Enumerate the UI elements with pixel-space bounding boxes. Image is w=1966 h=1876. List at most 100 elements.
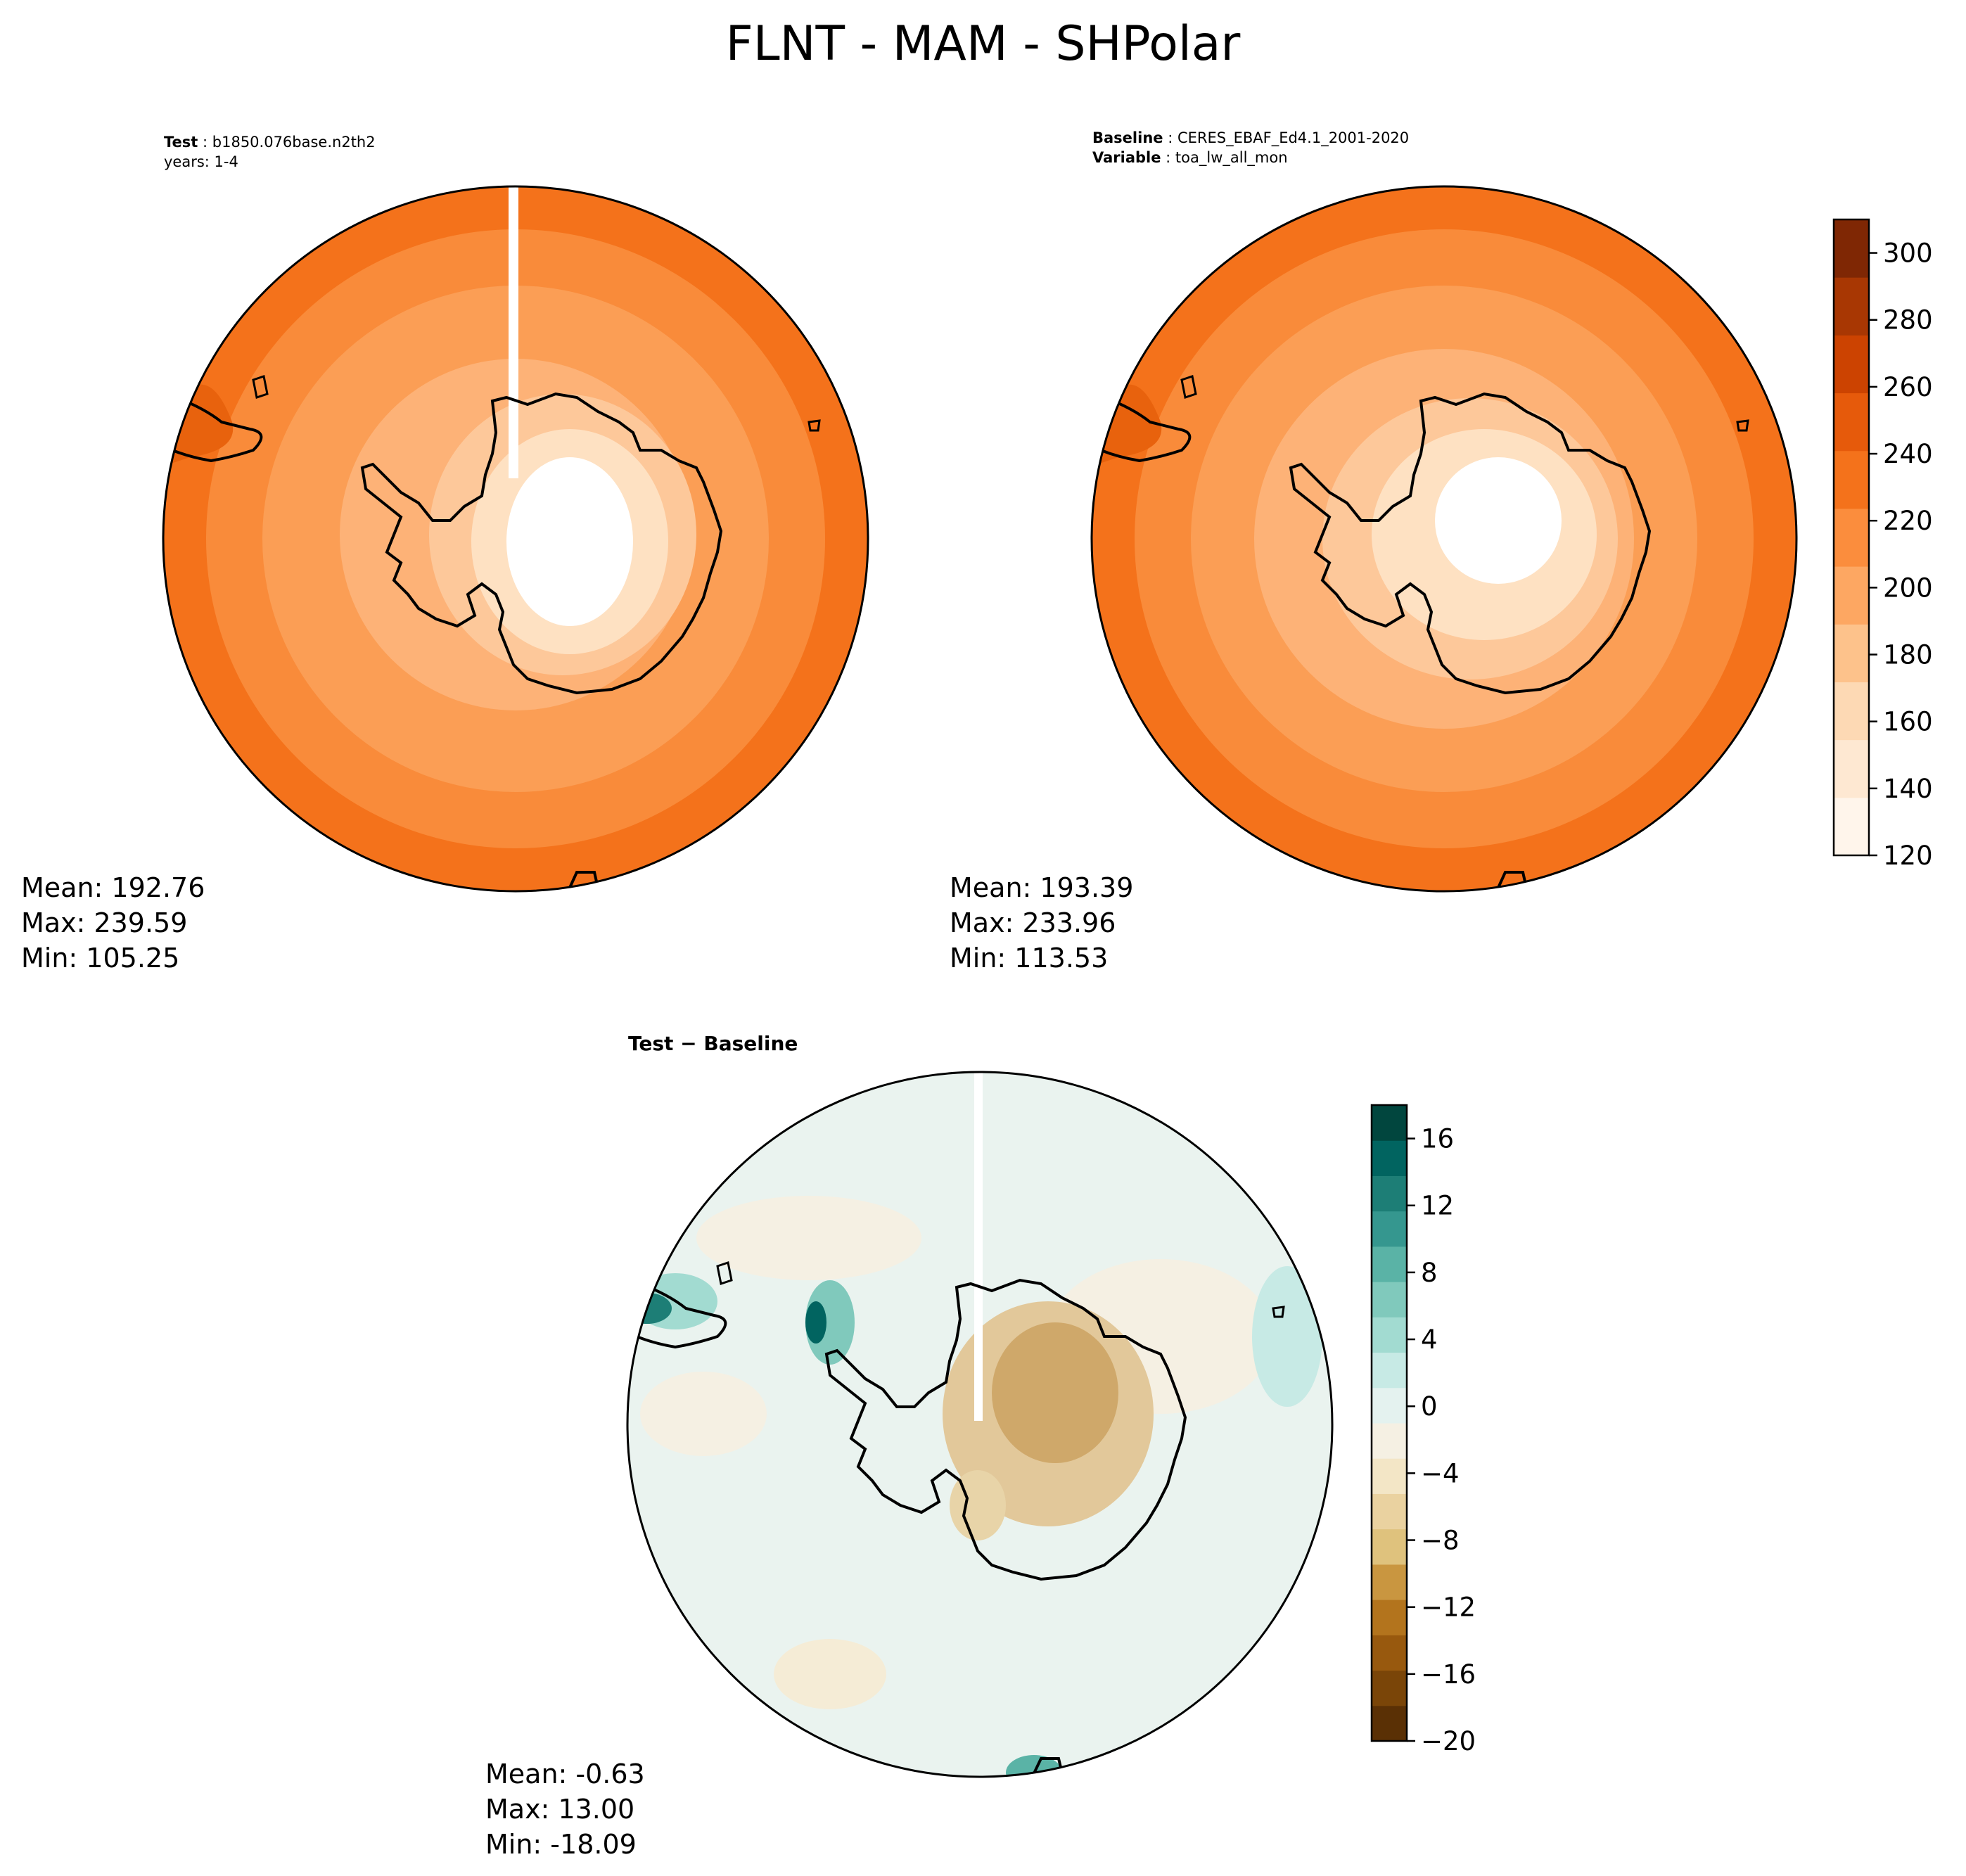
- diff-colorbar-tick-label: 8: [1421, 1258, 1438, 1288]
- diff-map: [627, 1072, 1332, 1777]
- baseline-max: Max: 233.96: [950, 907, 1116, 938]
- diff-colorbar-segment: [1372, 1635, 1407, 1671]
- test-mean: Mean: 192.76: [21, 872, 205, 903]
- diff-colorbar-segment: [1372, 1175, 1407, 1212]
- diff-colorbar-frame: [1370, 1104, 1408, 1742]
- diff-colorbar-segment: [1372, 1317, 1407, 1353]
- diff-colorbar-segment: [1372, 1564, 1407, 1600]
- main-colorbar-tick-label: 140: [1883, 774, 1933, 804]
- main-colorbar-segment: [1834, 797, 1869, 856]
- diff-colorbar-tick-label: 16: [1421, 1124, 1454, 1154]
- main-colorbar-tick-label: 200: [1883, 573, 1933, 603]
- page-title: FLNT - MAM - SHPolar: [725, 16, 1241, 72]
- diff-patch-teal-4: [805, 1301, 826, 1344]
- diff-colorbar-segment: [1372, 1140, 1407, 1176]
- main-colorbar-segment: [1834, 393, 1869, 452]
- test-island: [252, 375, 269, 399]
- test-south-america-coast: [172, 396, 263, 463]
- baseline-map-border: [1090, 185, 1798, 893]
- diff-colorbar-tick-label: −4: [1421, 1458, 1460, 1488]
- baseline-mean: Mean: 193.39: [950, 872, 1134, 903]
- baseline-label-bold: Baseline: [1092, 129, 1163, 146]
- test-map: [163, 186, 868, 891]
- baseline-island-east: [1736, 419, 1749, 432]
- main-colorbar-segment: [1834, 624, 1869, 682]
- main-colorbar-tick-label: 240: [1883, 439, 1933, 469]
- diff-colorbar-segment: [1372, 1600, 1407, 1635]
- test-stats: Mean: 192.76 Max: 239.59 Min: 105.25: [21, 870, 205, 976]
- baseline-bottom-coast: [1497, 871, 1528, 888]
- main-colorbar-tick-label: 160: [1883, 707, 1933, 737]
- diff-colorbar-segment: [1372, 1458, 1407, 1494]
- main-colorbar-segment: [1834, 450, 1869, 509]
- main-colorbar-segment: [1834, 739, 1869, 798]
- main-colorbar: 120 140 160 180 200 220 240 260 280 300: [1832, 218, 1933, 871]
- diff-colorbar-segment: [1372, 1387, 1407, 1424]
- baseline-band-7: [1435, 457, 1562, 584]
- baseline-stats: Mean: 193.39 Max: 233.96 Min: 113.53: [950, 870, 1133, 976]
- main-colorbar-frame: [1832, 218, 1870, 857]
- diff-colorbar-segment: [1372, 1352, 1407, 1389]
- main-colorbar-tick-label: 300: [1883, 238, 1933, 269]
- diff-colorbar-tick-label: −8: [1421, 1526, 1460, 1556]
- variable-label-bold: Variable: [1092, 149, 1161, 166]
- diff-min: Min: -18.09: [485, 1829, 637, 1860]
- diff-mean: Mean: -0.63: [485, 1759, 645, 1789]
- diff-patch-4: [640, 1372, 767, 1456]
- test-map-border: [162, 185, 869, 893]
- diff-patch-teal-3: [805, 1280, 855, 1365]
- diff-stats: Mean: -0.63 Max: 13.00 Min: -18.09: [485, 1756, 645, 1862]
- main-colorbar-segment: [1834, 335, 1869, 394]
- diff-south-america-coast: [636, 1282, 727, 1349]
- diff-antarctic-deep: [992, 1322, 1118, 1463]
- baseline-map: [1092, 186, 1796, 891]
- diff-island-east: [1272, 1306, 1285, 1318]
- diff-patch-teal-5: [1252, 1266, 1322, 1407]
- main-colorbar-segment: [1834, 277, 1869, 336]
- diff-colorbar-segment: [1372, 1105, 1407, 1141]
- diff-colorbar-tick-label: 12: [1421, 1191, 1454, 1221]
- main-colorbar-segment: [1834, 682, 1869, 741]
- baseline-south-america-coast: [1100, 396, 1192, 463]
- test-label-bold: Test: [164, 134, 198, 151]
- main-colorbar-segment: [1834, 219, 1869, 278]
- main-colorbar-tick-label: 280: [1883, 305, 1933, 336]
- variable-label-value: toa_lw_all_mon: [1175, 149, 1288, 166]
- test-min: Min: 105.25: [21, 943, 180, 974]
- diff-missing-stripe: [974, 1072, 983, 1421]
- test-missing-stripe: [509, 186, 518, 478]
- diff-colorbar-segment: [1372, 1282, 1407, 1317]
- diff-bottom-coast: [1033, 1757, 1064, 1774]
- diff-colorbar-segment: [1372, 1529, 1407, 1565]
- main-colorbar-segment: [1834, 508, 1869, 567]
- diff-colorbar-tick-label: −20: [1421, 1726, 1476, 1756]
- diff-colorbar-segment: [1372, 1493, 1407, 1530]
- test-years-label: years: 1-4: [164, 153, 238, 170]
- diff-colorbar-segment: [1372, 1670, 1407, 1706]
- diff-patch-1: [696, 1196, 921, 1280]
- diff-colorbar-segment: [1372, 1705, 1407, 1742]
- diff-colorbar-segment: [1372, 1211, 1407, 1247]
- test-case-label: Test : b1850.076base.n2th2 years: 1-4: [164, 134, 376, 170]
- main-colorbar-tick-label: 260: [1883, 372, 1933, 402]
- diff-colorbar-tick-label: −16: [1421, 1659, 1476, 1690]
- test-max: Max: 239.59: [21, 907, 188, 938]
- test-label-value: b1850.076base.n2th2: [212, 134, 376, 151]
- diff-colorbar: −20 −16 −12 −8 −4 0 4 8 12 16: [1370, 1104, 1476, 1756]
- main-colorbar-tick-label: 180: [1883, 640, 1933, 670]
- diff-colorbar-segment: [1372, 1246, 1407, 1282]
- baseline-case-label: Baseline : CERES_EBAF_Ed4.1_2001-2020 Va…: [1092, 129, 1410, 166]
- baseline-label-value: CERES_EBAF_Ed4.1_2001-2020: [1177, 129, 1410, 146]
- main-colorbar-tick-label: 220: [1883, 506, 1933, 536]
- diff-colorbar-tick-label: 0: [1421, 1391, 1438, 1422]
- baseline-island: [1180, 375, 1197, 399]
- diff-panel-title: Test − Baseline: [628, 1032, 798, 1055]
- diff-colorbar-tick-label: 4: [1421, 1325, 1438, 1355]
- main-colorbar-tick-label: 120: [1883, 841, 1933, 871]
- diff-patch-3: [774, 1639, 886, 1709]
- test-bottom-coast: [568, 871, 599, 888]
- main-colorbar-segment: [1834, 566, 1869, 625]
- test-band-7: [506, 457, 633, 626]
- diff-max: Max: 13.00: [485, 1794, 635, 1825]
